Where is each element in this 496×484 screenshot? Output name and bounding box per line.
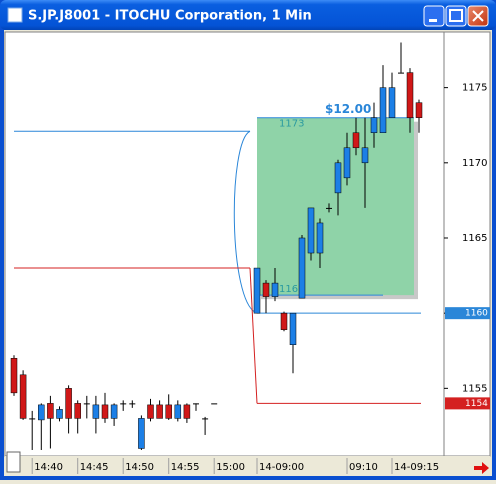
- x-tick-label: 14:40: [34, 462, 63, 473]
- candle-body: [379, 87, 387, 133]
- candle-body: [352, 132, 360, 149]
- candle-body: [174, 404, 182, 419]
- x-tick-label: 14-09:15: [394, 462, 439, 473]
- minimize-button[interactable]: [423, 5, 445, 27]
- window-title: S.JP.J8001 - ITOCHU Corporation, 1 Min: [28, 9, 312, 24]
- maximize-icon: [449, 9, 463, 22]
- x-tick-label: 14:45: [80, 462, 109, 473]
- candle-body: [298, 237, 306, 299]
- y-tick-label: 1175: [462, 83, 487, 94]
- candle-body: [388, 87, 396, 118]
- candle-body: [10, 358, 18, 394]
- candle-body: [202, 418, 209, 420]
- candle-body: [334, 162, 342, 194]
- candle-body: [271, 282, 279, 297]
- candle-body: [120, 403, 127, 405]
- y-axis-panel: [443, 31, 491, 457]
- scroll-box[interactable]: [6, 451, 21, 473]
- candle-body: [398, 72, 404, 74]
- y-tick-label: 1170: [462, 158, 487, 169]
- candle-body: [370, 117, 378, 133]
- price-tag-label: 1160: [465, 309, 488, 319]
- candle-body: [343, 147, 351, 179]
- candle-body: [110, 404, 118, 419]
- app-icon: [7, 7, 23, 23]
- y-tick-label: 1165: [462, 233, 487, 244]
- candle-body: [47, 403, 54, 419]
- candle-body: [101, 404, 109, 419]
- candle-body: [361, 147, 369, 164]
- candle-body: [129, 403, 136, 405]
- title-bar: [0, 0, 496, 30]
- candle-body: [38, 404, 45, 421]
- x-tick-label: 15:00: [216, 462, 245, 473]
- candle-body: [193, 403, 199, 405]
- candle-body: [65, 388, 72, 419]
- x-tick-label: 14-09:00: [259, 462, 304, 473]
- scroll-arrow[interactable]: [474, 462, 489, 474]
- candle-body: [253, 267, 261, 314]
- level-connector: [233, 130, 258, 314]
- candle-body: [92, 404, 100, 419]
- candle-body: [307, 207, 315, 254]
- candle-body: [165, 404, 172, 419]
- plot: 1155 1160 1165 1170 1175 14:40 14:45 14:50 14:55…: [10, 42, 490, 474]
- level-connector: [249, 268, 258, 404]
- candle-body: [326, 207, 332, 209]
- candle-body: [316, 222, 324, 254]
- minimize-icon: [429, 19, 437, 22]
- profit-label: $12.00: [325, 102, 371, 116]
- candle-body: [19, 374, 27, 419]
- candle-body: [289, 312, 297, 345]
- x-tick-label: 14:50: [125, 462, 154, 473]
- candle-body: [29, 418, 36, 420]
- candle-body: [156, 404, 163, 419]
- window-controls: [423, 5, 489, 27]
- price-tag: [445, 397, 490, 410]
- candle-body: [83, 403, 90, 405]
- candle-body: [183, 404, 191, 419]
- zone-bottom-label: 116: [279, 284, 298, 295]
- candle-body: [147, 404, 154, 419]
- candle-body: [138, 418, 145, 449]
- candle-body: [406, 72, 414, 118]
- x-tick-label: 14:55: [171, 462, 200, 473]
- y-tick-label: 1155: [462, 383, 487, 394]
- price-tag-label: 1154: [465, 399, 488, 409]
- price-tag: [445, 307, 490, 320]
- profit-zone: [257, 117, 414, 296]
- candle-body: [74, 403, 81, 419]
- candle-body: [280, 312, 288, 330]
- x-axis-panel: [5, 456, 490, 476]
- candle-body: [211, 403, 218, 405]
- candle-body: [262, 282, 270, 297]
- candle-body: [415, 102, 423, 118]
- x-tick-label: 09:10: [349, 462, 378, 473]
- candle-body: [56, 409, 63, 419]
- close-icon: [472, 10, 484, 22]
- zone-top-label: 1173: [279, 119, 304, 130]
